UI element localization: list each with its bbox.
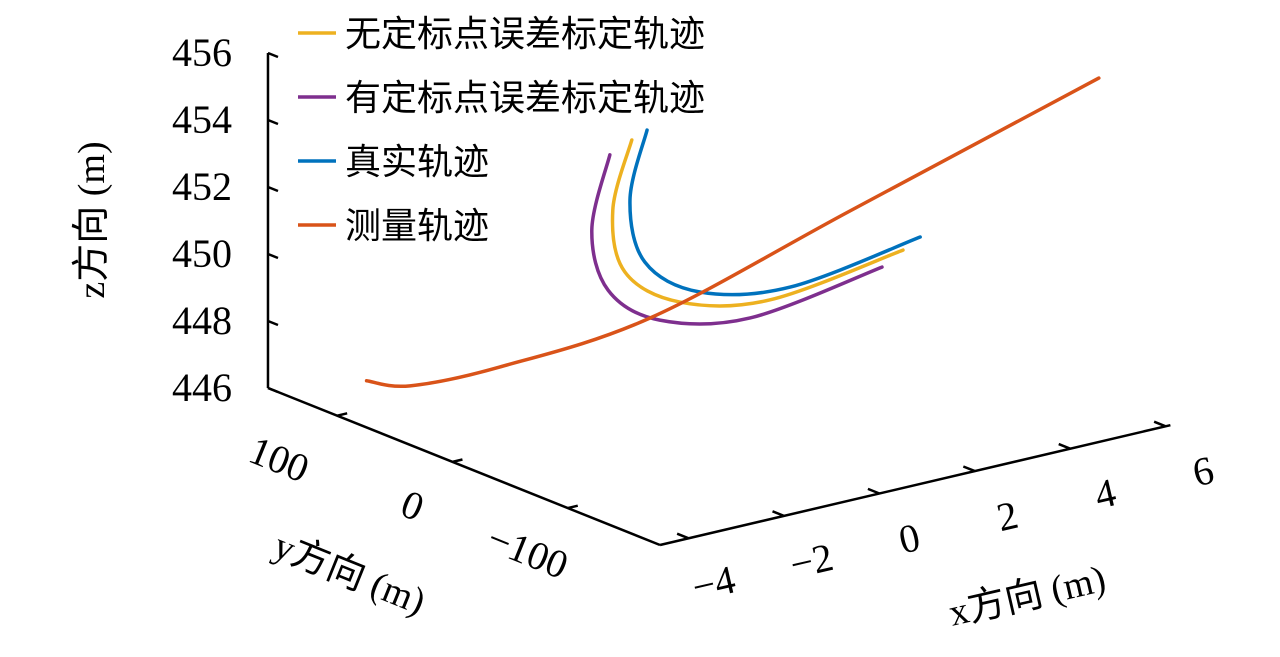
series-line-2 (628, 128, 922, 297)
axes (266, 51, 1171, 547)
y-axis-line (267, 386, 661, 547)
x-tick-label: 4 (1090, 469, 1120, 517)
series-line-1 (590, 153, 884, 326)
z-tick-label: 454 (172, 97, 232, 142)
x-tick-label: −2 (786, 534, 838, 587)
y-tick-label: 100 (243, 427, 315, 491)
z-tick (267, 51, 279, 59)
z-axis-label: z方向 (m) (71, 141, 113, 298)
x-tick (676, 532, 690, 540)
legend-label: 有定标点误差标定轨迹 (345, 78, 705, 119)
z-tick-label: 456 (172, 30, 232, 75)
x-tick-label: 2 (992, 492, 1022, 540)
x-tick-label: −4 (688, 556, 740, 609)
z-tick (267, 319, 279, 327)
y-tick (336, 412, 348, 417)
y-tick (567, 504, 579, 510)
x-axis-label: x方向 (m) (945, 558, 1110, 635)
y-tick-label: −100 (481, 515, 574, 588)
x-tick (867, 487, 880, 495)
z-tick (267, 252, 279, 260)
z-tick-label: 446 (172, 365, 232, 410)
series-line-3 (364, 76, 1101, 389)
x-tick (1058, 442, 1071, 450)
legend-label: 无定标点误差标定轨迹 (345, 14, 705, 55)
x-tick (962, 465, 976, 473)
legend-label: 真实轨迹 (345, 142, 489, 183)
z-tick (267, 185, 279, 193)
z-tick-label: 452 (172, 164, 232, 209)
curves (364, 76, 1101, 389)
legend-label: 测量轨迹 (345, 206, 489, 247)
z-tick (267, 386, 279, 394)
series-line-0 (610, 138, 905, 308)
z-tick-label: 450 (172, 231, 232, 276)
z-tick-label: 448 (172, 298, 232, 343)
y-tick (452, 458, 463, 464)
x-tick (1153, 420, 1167, 428)
x-tick-label: 6 (1188, 447, 1218, 495)
y-axis-label: y方向 (m) (268, 525, 432, 624)
x-axis-line (659, 423, 1171, 547)
z-tick (267, 118, 279, 126)
x-tick-label: 0 (895, 514, 925, 562)
x-tick (772, 510, 785, 518)
y-tick-label: 0 (395, 481, 430, 530)
